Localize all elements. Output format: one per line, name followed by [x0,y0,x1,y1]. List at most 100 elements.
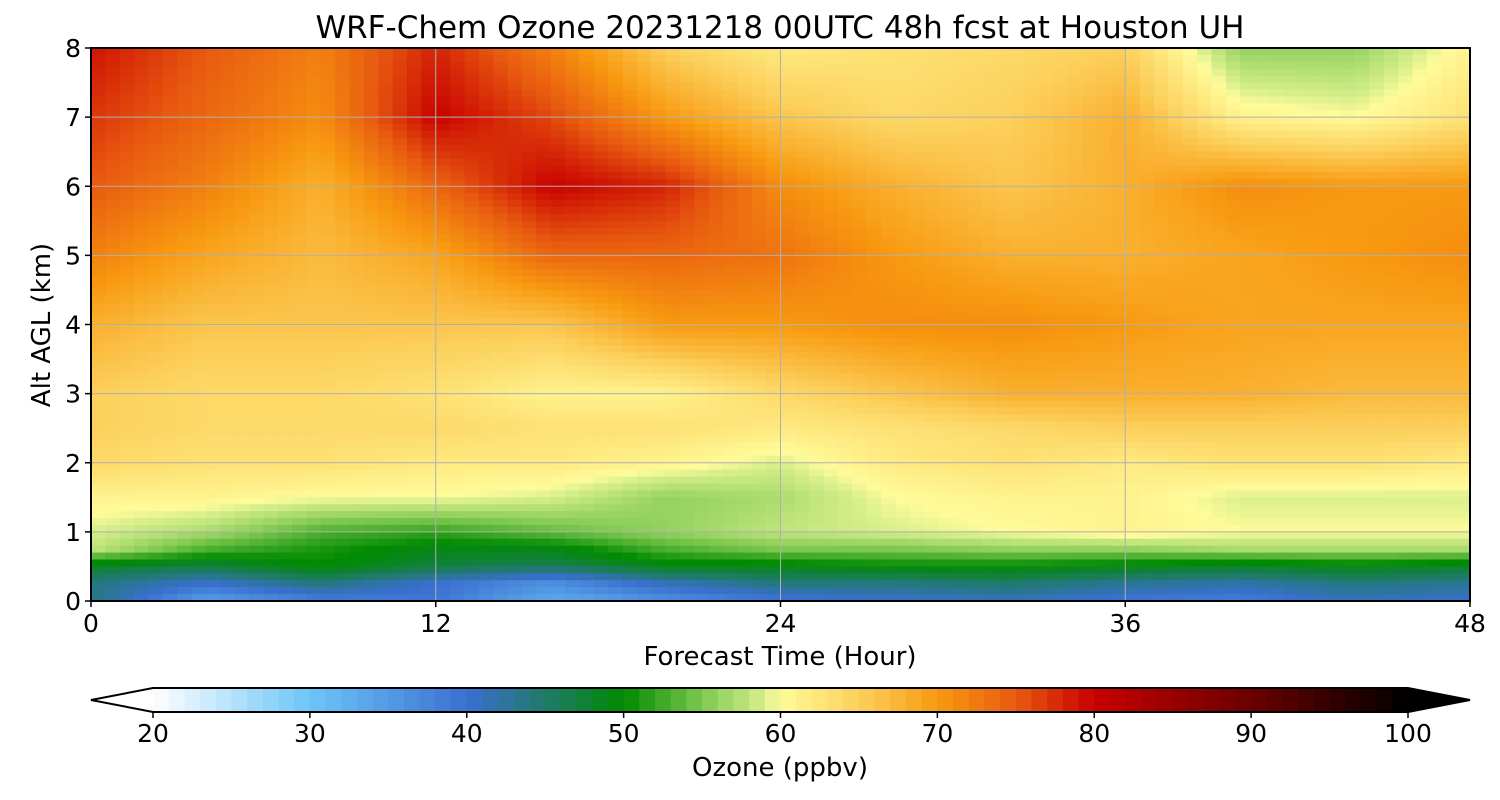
heatmap-cell [349,110,365,118]
heatmap-cell [794,269,810,277]
heatmap-cell [823,248,839,256]
heatmap-cell [148,352,164,360]
heatmap-cell [1369,372,1385,381]
heatmap-cell [1039,158,1055,167]
heatmap-cell [1067,345,1083,353]
heatmap-cell [392,283,408,291]
heatmap-cell [895,61,911,70]
heatmap-cell [191,379,207,388]
heatmap-cell [1412,137,1428,146]
heatmap-cell [421,89,437,97]
heatmap-cell [119,317,135,326]
heatmap-cell [794,130,810,139]
heatmap-cell [1240,103,1256,111]
heatmap-cell [823,82,839,91]
heatmap-cell [363,193,379,201]
heatmap-cell [292,213,308,222]
heatmap-cell [1125,262,1141,270]
heatmap-cell [565,82,580,91]
heatmap-cell [1082,331,1098,339]
heatmap-cell [1426,379,1442,388]
heatmap-cell [292,200,308,208]
heatmap-cell [995,241,1011,250]
heatmap-cell [938,310,954,319]
heatmap-cell [1053,144,1069,153]
heatmap-cell [1067,400,1083,409]
heatmap-cell [1311,227,1327,236]
heatmap-cell [263,68,279,77]
heatmap-cell [464,61,480,70]
heatmap-cell [751,110,767,118]
heatmap-cell [1383,276,1399,284]
heatmap-cell [421,283,437,291]
heatmap-cell [1067,54,1083,63]
heatmap-cell [1125,68,1141,77]
heatmap-cell [651,276,667,284]
heatmap-cell [105,144,121,153]
heatmap-cell [809,89,825,97]
heatmap-cell [579,130,595,139]
heatmap-cell [320,317,336,326]
heatmap-cell [866,110,882,118]
heatmap-cell [708,310,724,319]
heatmap-cell [794,82,810,91]
heatmap-cell [895,193,911,201]
heatmap-cell [1369,89,1385,97]
heatmap-cell [550,379,566,388]
heatmap-cell [421,234,437,243]
heatmap-cell [881,54,897,63]
heatmap-cell [1268,289,1284,298]
heatmap-cell [694,345,710,353]
heatmap-cell [1340,227,1356,236]
heatmap-cell [349,103,365,111]
heatmap-cell [981,248,997,256]
heatmap-cell [550,213,566,222]
heatmap-cell [134,179,150,187]
heatmap-cell [608,324,624,333]
heatmap-cell [766,269,782,277]
heatmap-cell [1153,82,1169,91]
heatmap-cell [234,241,250,250]
heatmap-cell [478,213,494,222]
heatmap-cell [1412,386,1428,395]
heatmap-cell [1024,310,1040,319]
heatmap-cell [1153,158,1169,167]
heatmap-cell [249,241,264,250]
heatmap-cell [924,110,940,118]
heatmap-cell [392,179,408,187]
heatmap-cell [234,158,250,167]
heatmap-cell [766,117,782,125]
heatmap-cell [1139,372,1155,381]
heatmap-cell [421,289,437,298]
heatmap-cell [1426,54,1442,63]
heatmap-cell [392,352,408,360]
heatmap-cell [723,75,738,84]
heatmap-cell [780,289,796,298]
heatmap-cell [119,89,135,97]
heatmap-cell [1110,137,1126,146]
heatmap-cell [91,200,106,208]
heatmap-cell [708,68,724,77]
heatmap-cell [277,48,293,56]
heatmap-cell [636,400,652,409]
heatmap-cell [435,269,451,277]
heatmap-cell [320,117,336,125]
heatmap-cell [119,130,135,139]
heatmap-cell [751,372,767,381]
heatmap-cell [938,283,954,291]
heatmap-cell [708,179,724,187]
heatmap-cell [1096,206,1112,215]
heatmap-cell [565,331,580,339]
heatmap-cell [1254,179,1270,187]
heatmap-cell [1268,324,1284,333]
heatmap-cell [421,400,437,409]
heatmap-cell [493,172,509,180]
heatmap-cell [1441,110,1457,118]
heatmap-cell [234,352,250,360]
heatmap-cell [1455,276,1471,284]
heatmap-cell [363,379,379,388]
heatmap-cell [1197,144,1213,153]
heatmap-cell [1412,75,1428,84]
heatmap-cell [967,331,983,339]
heatmap-cell [708,386,724,395]
